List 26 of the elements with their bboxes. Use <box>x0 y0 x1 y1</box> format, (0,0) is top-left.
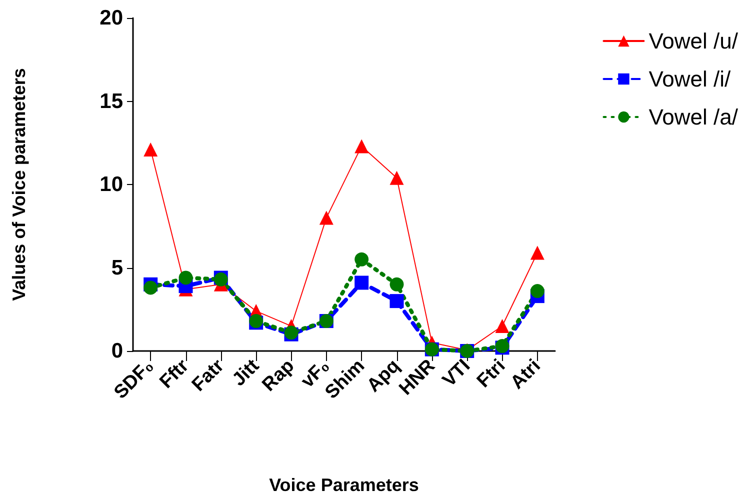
legend-label: Vowel /a/ <box>648 104 739 130</box>
point <box>354 276 369 290</box>
legend-label: Vowel /i/ <box>648 66 732 92</box>
point <box>390 277 404 292</box>
point <box>144 142 158 157</box>
x-tick-label: VTI <box>438 356 475 392</box>
y-tick-label: 15 <box>100 90 124 113</box>
point <box>530 246 544 260</box>
y-tick-label: 10 <box>100 173 123 196</box>
point <box>354 252 369 266</box>
point <box>178 270 193 285</box>
point <box>390 170 404 185</box>
point <box>390 294 404 308</box>
x-tick-label: Fatr <box>188 355 229 396</box>
point <box>354 139 369 154</box>
y-tick-label: 20 <box>100 6 123 30</box>
point <box>495 319 510 334</box>
y-tick-label: 5 <box>111 256 124 280</box>
point <box>530 284 544 298</box>
point <box>319 210 334 225</box>
legend-label: Vowel /u/ <box>648 28 739 54</box>
x-axis-title: Voice Parameters <box>269 475 419 495</box>
point <box>144 280 158 295</box>
y-tick-label: 0 <box>111 340 123 362</box>
x-tick-label: Rap <box>258 356 299 396</box>
y-axis-title: Values of Voice parameters <box>9 68 29 301</box>
